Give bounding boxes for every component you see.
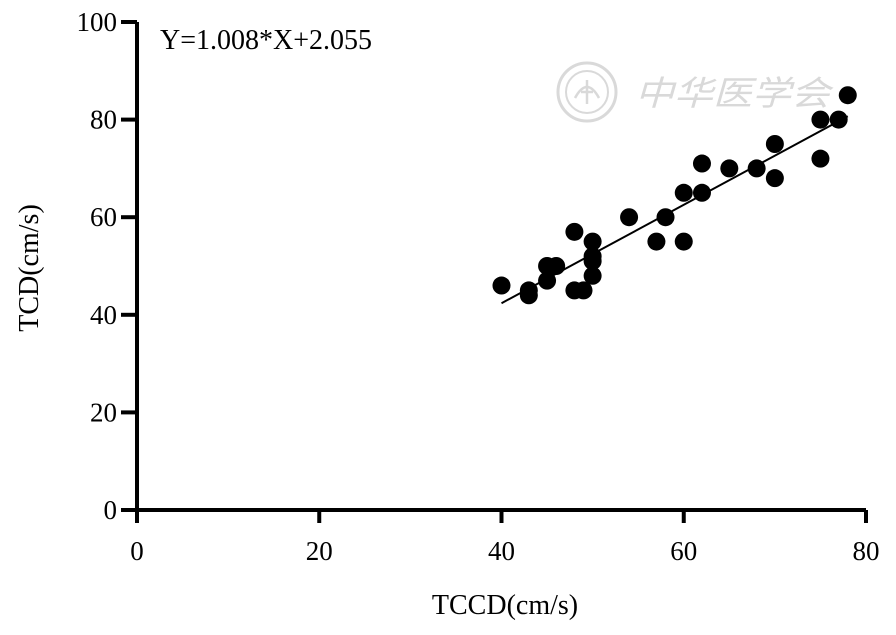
data-point — [538, 271, 557, 290]
x-tick-label: 60 — [670, 536, 697, 566]
data-point — [811, 110, 830, 129]
data-points — [492, 86, 857, 305]
data-point — [565, 222, 584, 241]
regression-equation: Y=1.008*X+2.055 — [160, 25, 372, 56]
data-point — [692, 154, 711, 173]
watermark: 中华医学会 — [556, 61, 835, 123]
data-point — [829, 110, 848, 129]
data-point — [583, 232, 602, 251]
y-axis-ticks: 0 20 40 60 80 100 — [77, 7, 137, 525]
data-point — [519, 286, 538, 305]
data-point — [674, 183, 693, 202]
y-tick-label: 40 — [90, 300, 117, 330]
data-point — [674, 232, 693, 251]
data-point — [583, 252, 602, 271]
x-tick-label: 40 — [488, 536, 515, 566]
data-point — [574, 281, 593, 300]
data-point — [811, 149, 830, 168]
y-tick-label: 100 — [77, 7, 118, 37]
watermark-text: 中华医学会 — [635, 74, 835, 114]
x-tick-label: 0 — [130, 536, 144, 566]
data-point — [720, 159, 739, 178]
data-point — [547, 257, 566, 275]
society-seal-icon — [556, 61, 618, 123]
data-point — [747, 159, 766, 178]
data-point — [765, 169, 784, 188]
x-axis-title: TCCD(cm/s) — [432, 590, 578, 621]
data-point — [838, 86, 857, 105]
data-point — [692, 183, 711, 202]
y-tick-label: 20 — [90, 397, 117, 427]
data-point — [583, 266, 602, 285]
y-tick-label: 80 — [90, 105, 117, 135]
x-tick-label: 20 — [306, 536, 333, 566]
data-point — [620, 208, 639, 227]
data-point — [765, 135, 784, 153]
data-point — [492, 276, 511, 295]
data-point — [647, 232, 666, 251]
x-axis-ticks: 0 20 40 60 80 — [130, 510, 880, 566]
y-tick-label: 0 — [104, 495, 118, 525]
y-tick-label: 60 — [90, 202, 117, 232]
x-tick-label: 80 — [853, 536, 880, 566]
data-point — [656, 208, 675, 227]
y-axis-title: TCD(cm/s) — [14, 204, 45, 332]
